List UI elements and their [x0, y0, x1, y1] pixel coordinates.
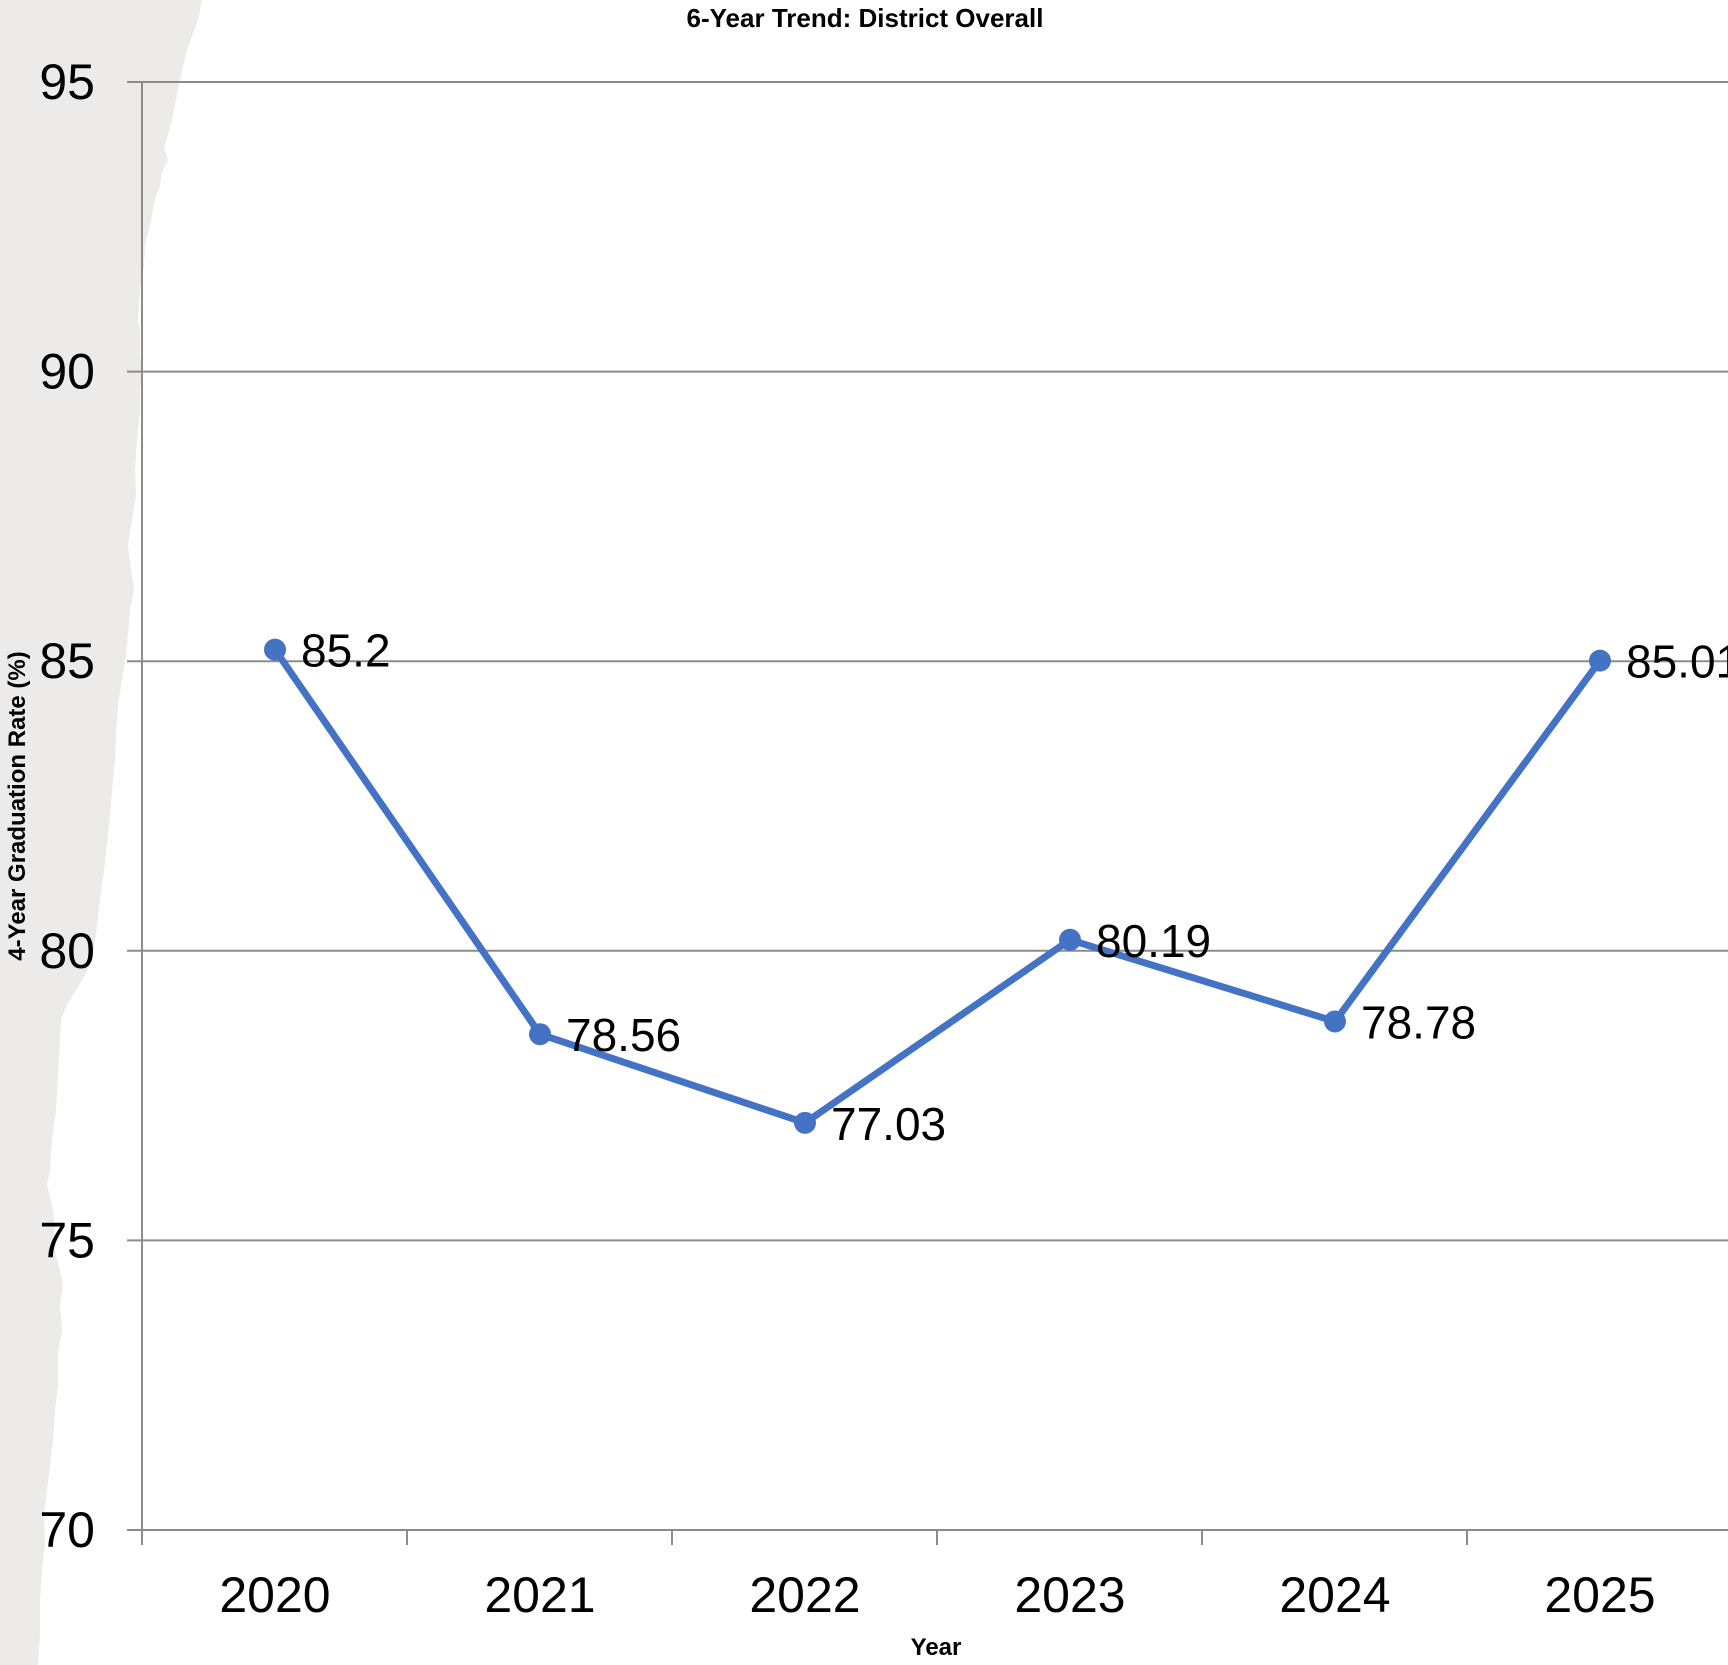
y-axis-title: 4-Year Graduation Rate (%): [4, 651, 31, 960]
data-point-2022: [794, 1111, 816, 1134]
x-tick-label-2023: 2023: [1014, 1567, 1125, 1623]
data-point-2024: [1324, 1010, 1346, 1033]
data-label-2022: 77.03: [831, 1098, 946, 1150]
data-label-2025: 85.01: [1626, 636, 1728, 688]
x-tick-labels: 2020 2021 2022 2023 2024 2025: [219, 1567, 1655, 1623]
y-tick-label-85: 85: [39, 633, 95, 689]
x-axis-title: Year: [911, 1634, 962, 1661]
data-label-2020: 85.2: [301, 625, 391, 677]
x-tick-label-2024: 2024: [1279, 1567, 1390, 1623]
data-labels: 85.2 78.56 77.03 80.19 78.78 85.01: [301, 625, 1728, 1150]
data-point-2021: [529, 1023, 551, 1046]
series-polyline: [271, 646, 1604, 1127]
x-tick-label-2020: 2020: [219, 1567, 330, 1623]
data-label-2024: 78.78: [1361, 996, 1476, 1048]
x-tick-label-2022: 2022: [749, 1567, 860, 1623]
chart-title: 6-Year Trend: District Overall: [687, 3, 1044, 33]
gridlines: [127, 81, 1728, 1242]
series-points: [264, 638, 1611, 1134]
data-point-2025: [1589, 649, 1611, 672]
data-label-2021: 78.56: [566, 1009, 681, 1061]
y-tick-label-80: 80: [39, 923, 95, 979]
y-tick-label-90: 90: [39, 344, 95, 400]
y-tick-label-70: 70: [39, 1502, 95, 1558]
axes: [127, 82, 1728, 1545]
y-tick-label-95: 95: [39, 54, 95, 110]
data-point-2023: [1059, 928, 1081, 951]
y-tick-labels: 70 75 80 85 90 95: [39, 54, 95, 1558]
data-label-2023: 80.19: [1096, 915, 1211, 967]
x-tick-label-2021: 2021: [484, 1567, 595, 1623]
x-tick-label-2025: 2025: [1544, 1567, 1655, 1623]
data-point-2020: [264, 638, 286, 661]
series-line: [271, 646, 1604, 1127]
torn-paper-edge: [0, 0, 202, 1665]
y-tick-label-75: 75: [39, 1212, 95, 1268]
